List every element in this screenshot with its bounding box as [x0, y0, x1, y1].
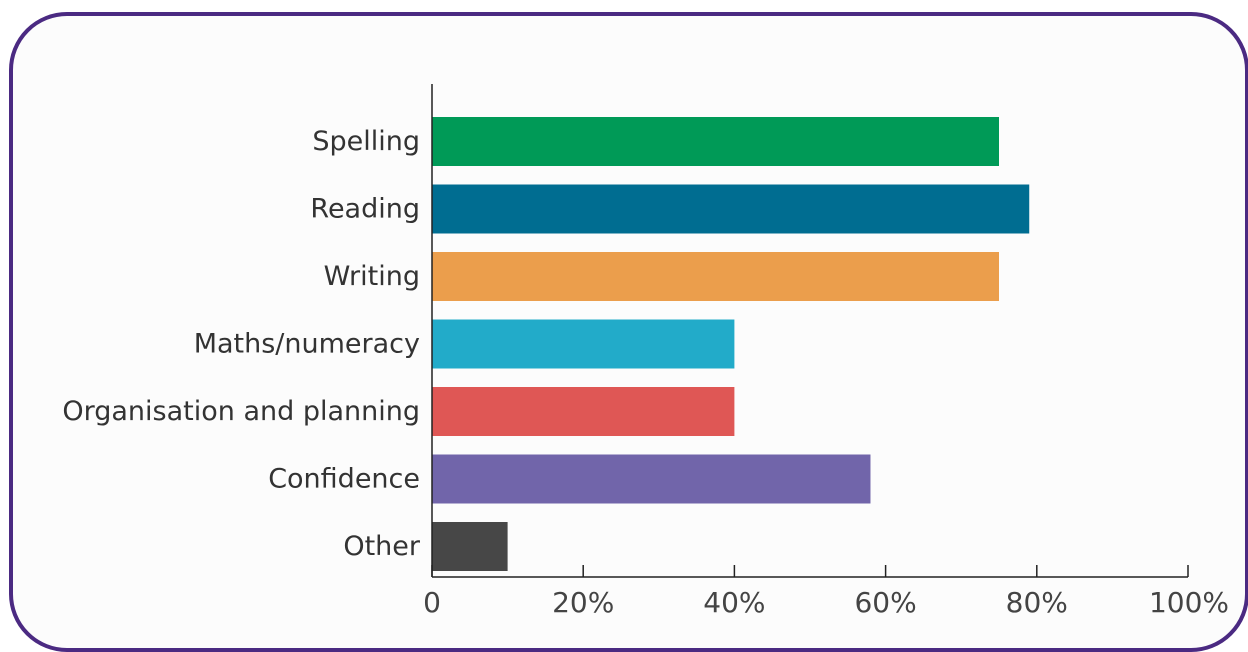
- category-label: Confidence: [268, 464, 420, 495]
- x-tick-label: 60%: [854, 586, 916, 619]
- category-label: Maths/numeracy: [194, 329, 420, 360]
- bars: [432, 117, 1030, 571]
- bar: [432, 117, 999, 166]
- bar: [432, 522, 508, 571]
- bar: [432, 454, 871, 504]
- category-label: Reading: [310, 194, 420, 225]
- category-label: Other: [343, 531, 421, 562]
- bar: [432, 184, 1030, 234]
- bar: [432, 319, 735, 369]
- x-axis-ticks: 0 20% 40% 60% 80% 100%: [423, 565, 1229, 619]
- category-labels: Spelling Reading Writing Maths/numeracy Orga…: [62, 126, 421, 562]
- bar: [432, 387, 735, 436]
- category-label: Organisation and planning: [62, 396, 420, 427]
- x-tick-label: 100%: [1149, 586, 1229, 619]
- x-tick-label: 0: [423, 586, 441, 619]
- x-tick-label: 80%: [1006, 586, 1068, 619]
- category-label: Writing: [324, 261, 420, 292]
- x-tick-label: 40%: [703, 586, 765, 619]
- bar: [432, 252, 999, 301]
- category-label: Spelling: [312, 126, 420, 157]
- x-tick-label: 20%: [552, 586, 614, 619]
